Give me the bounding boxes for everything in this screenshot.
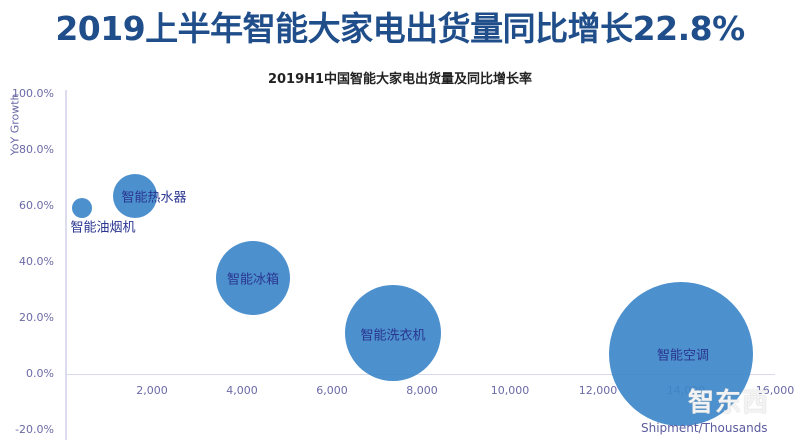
- y-tick: 100.0%: [12, 87, 54, 100]
- x-tick: 10,000: [490, 384, 530, 397]
- y-tick: 60.0%: [19, 199, 54, 212]
- watermark-logo: 智东西: [688, 388, 770, 418]
- y-tick: -20.0%: [15, 423, 54, 436]
- bubble-washing-machine[interactable]: [345, 285, 441, 381]
- x-tick: 8,000: [406, 384, 438, 397]
- x-tick: 2,000: [136, 384, 168, 397]
- y-axis-line: [65, 90, 67, 440]
- bubble-label: 智能空调: [656, 348, 710, 364]
- headline: 2019上半年智能大家电出货量同比增长22.8%: [55, 9, 745, 48]
- x-axis-line: [65, 374, 775, 375]
- bubble-water-heater[interactable]: [113, 174, 157, 218]
- x-tick: 12,000: [578, 384, 618, 397]
- x-axis-label: Shipment/Thousands: [641, 421, 768, 435]
- bubble-air-conditioner[interactable]: [609, 282, 753, 426]
- bubble-label: 智能油烟机: [70, 220, 136, 236]
- bubble-label: 智能洗衣机: [360, 328, 426, 344]
- bubble-label: 智能热水器: [121, 190, 187, 206]
- y-tick: 0.0%: [26, 367, 54, 380]
- bubble-refrigerator[interactable]: [216, 241, 290, 315]
- x-tick: 16,000: [755, 384, 795, 397]
- y-tick: 80.0%: [19, 143, 54, 156]
- bubble-label: 智能冰箱: [226, 272, 280, 288]
- bubble-range-hood[interactable]: [72, 198, 92, 218]
- x-tick: 6,000: [316, 384, 348, 397]
- chart-title: 2019H1中国智能大家电出货量及同比增长率: [267, 72, 533, 87]
- y-tick: 20.0%: [19, 311, 54, 324]
- y-tick: 40.0%: [19, 255, 54, 268]
- x-tick: 4,000: [226, 384, 258, 397]
